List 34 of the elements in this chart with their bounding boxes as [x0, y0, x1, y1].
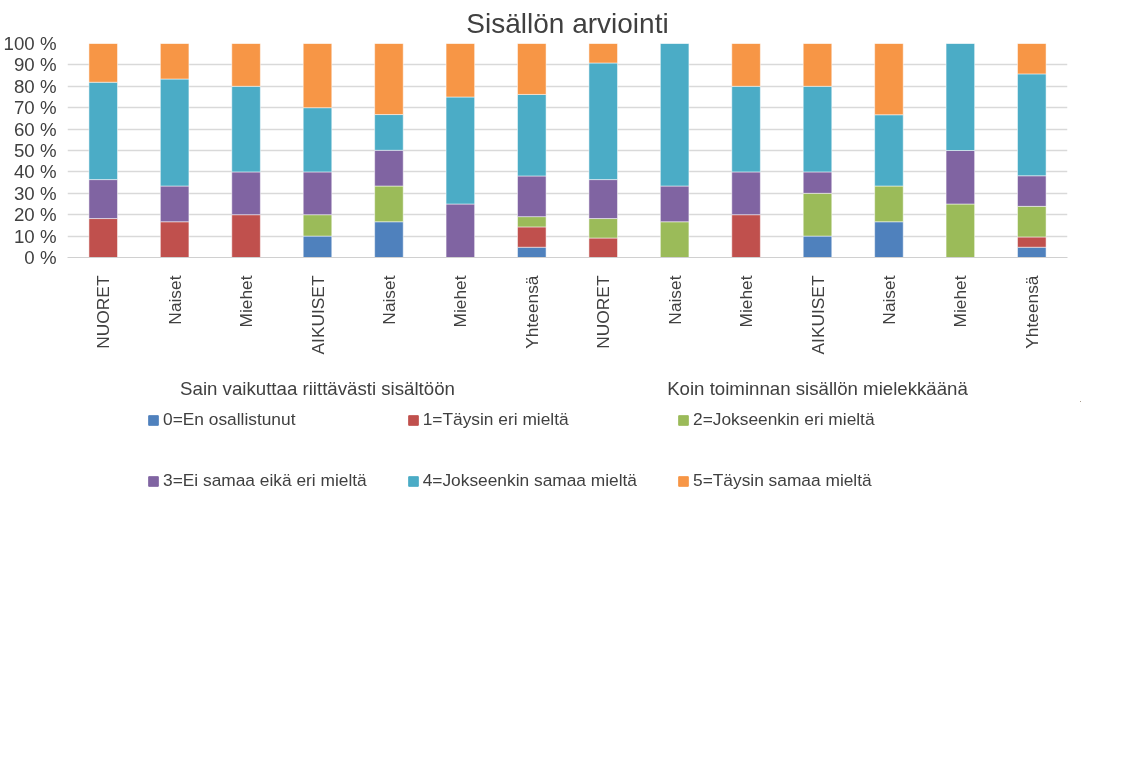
x-tick-label: Miehet — [450, 275, 471, 328]
x-tick-label: Naiset — [378, 275, 399, 325]
x-tick-label: Miehet — [736, 275, 757, 328]
y-tick-label: 10 % — [13, 225, 57, 247]
y-tick-label: 60 % — [13, 118, 57, 140]
x-tick-label: Miehet — [236, 275, 257, 328]
x-tick-label: AIKUISET — [807, 275, 828, 355]
y-tick-label: 50 % — [13, 140, 57, 161]
x-tick-label: Yhteensä — [1021, 275, 1042, 349]
y-tick-label: 20 % — [13, 204, 57, 226]
legend-label: 5=Täysin samaa mieltä — [693, 470, 872, 491]
text: Sain vaikuttaa riittävästi sisältöön — [180, 377, 455, 399]
x-tick-label: AIKUISET — [307, 275, 328, 355]
x-tick-label: NUORET — [93, 275, 114, 349]
legend-label: 2=Jokseenkin eri mieltä — [693, 409, 875, 430]
legend-label: 1=Täysin eri mieltä — [422, 409, 569, 430]
x-tick-label: NUORET — [593, 275, 614, 349]
x-tick-label: Naiset — [878, 275, 899, 325]
chart-title: Sisällön arviointi — [466, 7, 669, 39]
legend-label: 4=Jokseenkin samaa mieltä — [422, 470, 638, 491]
x-tick-label: Miehet — [950, 275, 971, 328]
legend-label: 3=Ei samaa eikä eri mieltä — [163, 470, 367, 491]
y-tick-label: 70 % — [13, 97, 57, 119]
x-tick-label: Naiset — [664, 275, 685, 325]
y-tick-label: 40 % — [13, 161, 57, 183]
y-tick-label: 0 % — [24, 247, 57, 268]
y-tick-label: 100 % — [3, 33, 57, 54]
y-tick-label: 80 % — [13, 75, 57, 97]
y-tick-label: 90 % — [13, 54, 57, 76]
y-tick-label: 30 % — [13, 182, 57, 204]
text: Koin toiminnan sisällön mielekkäänä — [667, 377, 969, 399]
legend-label: 0=En osallistunut — [163, 409, 296, 430]
x-tick-label: Yhteensä — [521, 275, 542, 349]
x-tick-label: Naiset — [164, 275, 185, 325]
